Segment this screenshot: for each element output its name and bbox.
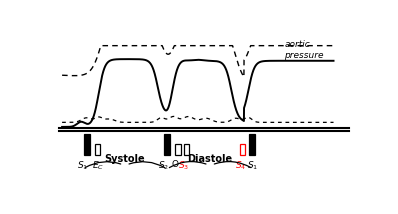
Bar — [249, 134, 255, 155]
Text: O: O — [172, 160, 179, 169]
Bar — [175, 144, 181, 155]
Bar — [95, 144, 100, 155]
Text: $S_1$: $S_1$ — [247, 160, 258, 172]
Text: $S_4$: $S_4$ — [235, 160, 246, 172]
Text: $S_3$: $S_3$ — [178, 160, 189, 172]
Bar — [84, 134, 90, 155]
Text: $S_1$: $S_1$ — [77, 160, 88, 172]
Text: $E_C$: $E_C$ — [92, 160, 105, 172]
Text: aortic
pressure: aortic pressure — [284, 40, 324, 60]
Bar — [183, 144, 189, 155]
Bar — [240, 144, 245, 155]
Text: Diastole: Diastole — [187, 154, 233, 164]
Bar — [164, 134, 170, 155]
Text: Systole: Systole — [105, 154, 145, 164]
Text: $S_2$: $S_2$ — [158, 160, 170, 172]
